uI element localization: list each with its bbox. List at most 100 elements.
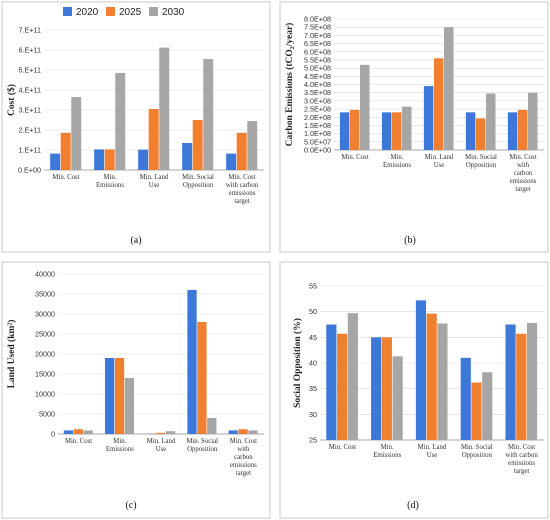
x-category-label: Min. Cost with carbon emissions target: [226, 174, 259, 205]
y-tick-label: 25000: [35, 330, 55, 339]
bar-2030: [207, 418, 217, 434]
legend: 2020 2025 2030: [63, 7, 185, 18]
bar-2020: [50, 153, 61, 170]
chart-panel-2: 0.0E+005.0E+071.0E+081.5E+082.0E+082.5E+…: [279, 1, 549, 253]
x-category-label: Min. Social Opposition: [461, 444, 493, 459]
bar-2025: [426, 313, 437, 440]
x-category-label: Min. Cost: [341, 154, 368, 161]
x-category-label: Min. Social Opposition: [182, 174, 214, 189]
y-tick-label: 55: [309, 282, 317, 291]
bar-2020: [507, 112, 518, 150]
bar-2025: [349, 109, 360, 150]
y-tick-label: 6.E+11: [19, 46, 41, 55]
y-tick-label: 15000: [35, 370, 55, 379]
bar-2030: [526, 322, 538, 440]
panel-frame: [1, 261, 271, 519]
y-tick-label: 7.5E+08: [304, 23, 331, 32]
y-tick-label: 4.E+11: [19, 86, 41, 95]
bar-2025: [114, 358, 125, 434]
panel-frame: [1, 1, 271, 253]
bar-2025: [433, 58, 444, 150]
x-category-label: Min. Cost with carbon emissions target: [505, 444, 538, 475]
chart-panel-3: 0 5000 10000 15000 20000 25000 30000 35000 40000…: [1, 261, 271, 519]
y-tick-label: 3.0E+08: [304, 96, 331, 105]
bar-2025: [192, 120, 203, 170]
bar-2030: [402, 106, 412, 150]
bar-2020: [460, 357, 471, 440]
x-category-label: Min. Cost with carbon emissions target: [230, 438, 257, 477]
y-tick-label: 1.5E+08: [304, 121, 331, 130]
legend-label-2025: 2025: [119, 7, 142, 18]
chart-panel-4: 25 30 35 40 45 50 55 Social Opposition (%) Min. …: [279, 261, 549, 519]
bar-2025: [156, 432, 166, 434]
legend-swatch-2020: [63, 7, 72, 16]
bar-2020: [187, 290, 197, 434]
y-tick-label: 7.E+11: [19, 26, 41, 35]
y-tick-label: 35000: [35, 290, 55, 299]
y-tick-label: 5.0E+08: [304, 64, 331, 73]
bar-2020: [94, 149, 105, 170]
bar-2025: [104, 149, 115, 170]
bar-2030: [159, 47, 170, 170]
y-tick-label: 4.0E+08: [304, 80, 331, 89]
x-category-label: Min. Emissions: [96, 174, 124, 189]
bar-2020: [415, 300, 427, 440]
x-category-label: Min. Land Use: [147, 438, 176, 453]
x-category-label: Min. Cost: [65, 438, 92, 445]
x-category-label: Min. Social Opposition: [186, 438, 218, 453]
panel-label: (a): [130, 235, 141, 246]
y-tick-label: 2.E+11: [19, 126, 41, 135]
bar-2025: [471, 382, 482, 440]
y-tick-label: 20000: [35, 350, 55, 359]
y-tick-label: 10000: [35, 390, 55, 399]
panel-label: (b): [404, 235, 416, 246]
x-category-label: Min. Land Use: [418, 444, 447, 459]
bar-2030: [203, 59, 214, 170]
bar-2025: [391, 112, 402, 150]
y-tick-label: 8.0E+08: [304, 15, 331, 24]
y-tick-label: 3.5E+08: [304, 88, 331, 97]
bar-2030: [482, 372, 493, 440]
legend-label-2020: 2020: [76, 7, 99, 18]
bar-2030: [528, 92, 538, 150]
bar-2020: [138, 149, 149, 170]
x-category-label: Min. Emissions: [106, 438, 134, 453]
legend-label-2030: 2030: [162, 7, 185, 18]
y-axis-title: Carbon Emissions (tCO₂/year): [284, 23, 295, 147]
legend-swatch-2030: [149, 7, 158, 16]
bar-2025: [516, 333, 527, 440]
x-category-label: Min. Land Use: [425, 154, 454, 169]
bar-2020: [339, 112, 350, 150]
y-tick-label: 35: [309, 384, 317, 393]
x-category-label: Min. Emissions: [383, 154, 411, 169]
y-tick-label: 2.0E+08: [304, 113, 331, 122]
x-category-label: Min. Cost with carbon emissions target: [509, 154, 536, 193]
panel-label: (d): [407, 500, 419, 511]
bar-2020: [63, 430, 74, 434]
y-tick-label: 40000: [35, 270, 55, 279]
bar-2030: [437, 323, 448, 440]
bar-2025: [236, 132, 247, 170]
y-tick-label: 40: [309, 359, 317, 368]
bar-2025: [381, 337, 392, 440]
bar-2025: [337, 333, 348, 440]
bar-2025: [148, 109, 159, 170]
bar-2025: [238, 429, 248, 434]
panel-frame: [279, 1, 549, 253]
y-tick-label: 6.5E+08: [304, 39, 331, 48]
bar-2020: [381, 112, 392, 150]
panel-frame: [279, 261, 549, 519]
bar-2020: [228, 430, 238, 434]
bar-2030: [71, 97, 82, 170]
bar-2030: [444, 27, 454, 150]
y-tick-label: 0: [51, 430, 55, 439]
bar-2025: [475, 118, 486, 150]
x-category-label: Min. Cost: [52, 174, 79, 181]
y-tick-label: 50: [309, 307, 317, 316]
y-tick-label: 25: [309, 436, 317, 445]
bar-2020: [226, 153, 237, 170]
bar-2030: [248, 430, 258, 434]
bar-2020: [423, 86, 434, 150]
bar-2020: [505, 324, 516, 440]
